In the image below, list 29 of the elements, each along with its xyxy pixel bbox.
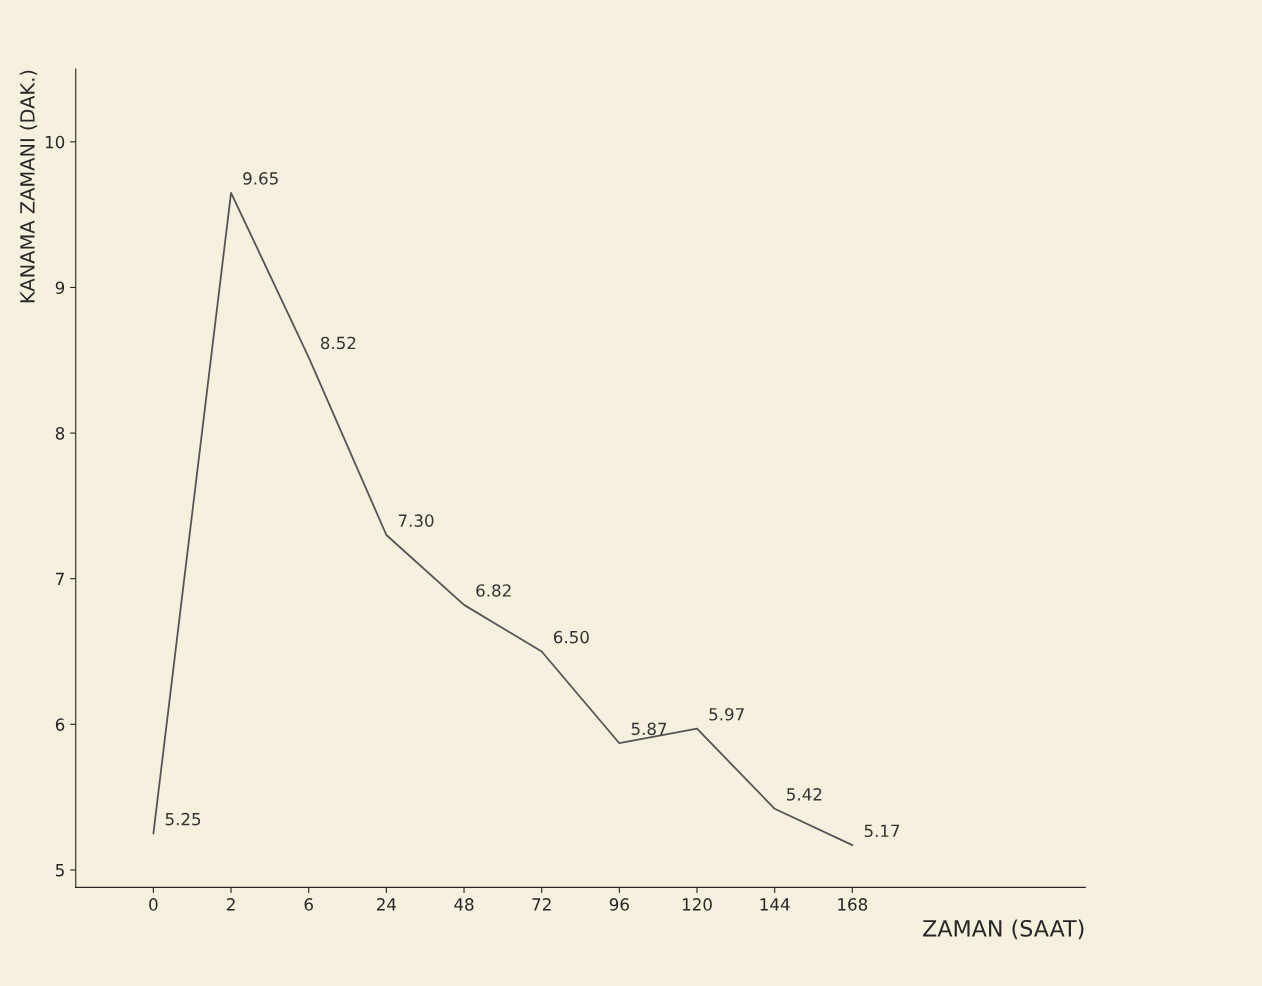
text: 5.42 bbox=[787, 788, 822, 801]
x-tick-label: 120 bbox=[682, 898, 712, 911]
x-tick-label: 168 bbox=[838, 898, 868, 911]
text: 9.65 bbox=[243, 172, 278, 185]
y-tick-label: 10 bbox=[45, 135, 65, 149]
x-tick-label: 72 bbox=[532, 898, 551, 911]
text: 5.25 bbox=[165, 812, 201, 826]
x-tick-label: 96 bbox=[609, 898, 629, 911]
x-tick-label: 2 bbox=[226, 898, 235, 911]
x-tick-label: 48 bbox=[454, 898, 474, 911]
x-tick-label: 24 bbox=[376, 898, 397, 911]
y-tick-label: 5 bbox=[55, 864, 64, 877]
y-axis-title: KANAMA ZAMANI (DAK.) bbox=[19, 70, 38, 303]
x-tick-label: 0 bbox=[149, 898, 158, 911]
x-tick-label: 6 bbox=[304, 898, 313, 911]
y-tick-label: 6 bbox=[55, 718, 65, 731]
y-tick-label: 7 bbox=[56, 572, 64, 586]
line-series bbox=[152, 191, 854, 847]
text: 7.30 bbox=[398, 514, 434, 527]
x-axis-title: ZAMAN (SAAT) bbox=[923, 919, 1084, 940]
y-tick-label: 9 bbox=[55, 281, 65, 295]
y-tick-label: 8 bbox=[55, 427, 65, 440]
x-tick-label: 144 bbox=[760, 898, 790, 911]
text: 8.52 bbox=[320, 336, 356, 350]
text: 6.82 bbox=[476, 584, 511, 597]
text: 5.17 bbox=[864, 824, 900, 838]
text: 5.97 bbox=[709, 707, 744, 721]
text: 6.50 bbox=[553, 630, 589, 644]
text: 5.87 bbox=[631, 722, 667, 736]
